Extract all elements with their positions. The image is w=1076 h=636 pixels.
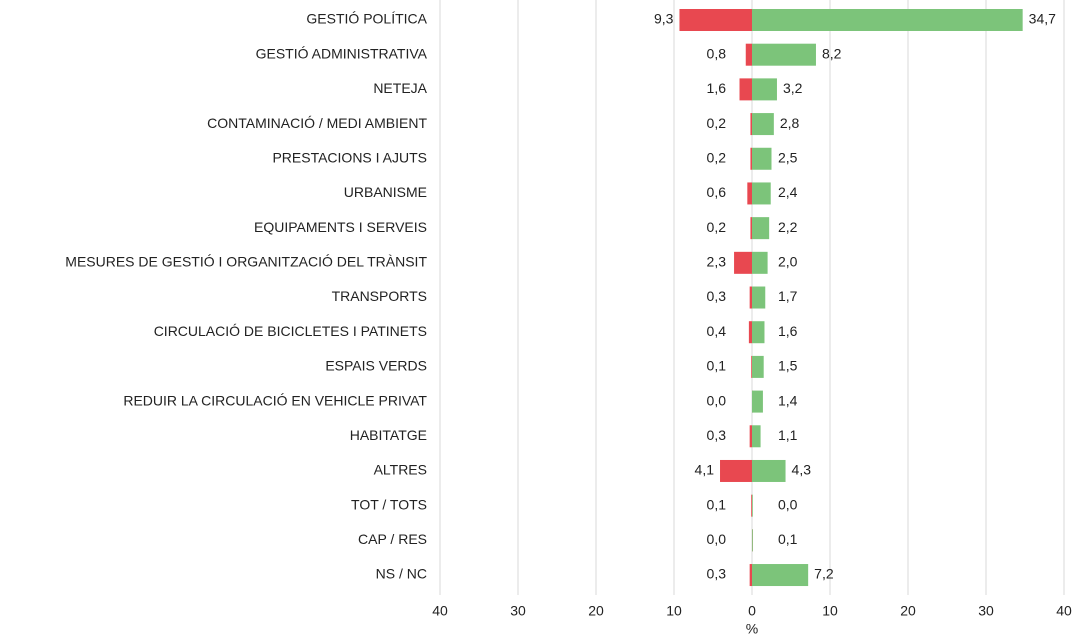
bar [752,459,786,482]
bar [679,9,752,31]
x-tick-label: 10 [822,603,838,619]
value-label: 2,3 [707,254,727,270]
bar [734,251,752,274]
bar [752,43,816,66]
value-label: 0,1 [778,531,798,547]
category-label: CONTAMINACIÓ / MEDI AMBIENT [207,115,427,131]
category-label: MESURES DE GESTIÓ I ORGANITZACIÓ DEL TRÀ… [65,254,427,270]
value-label: 0,1 [707,496,727,512]
value-label: 0,0 [707,531,727,547]
value-label: 2,5 [778,149,798,165]
value-label: 0,0 [778,496,798,512]
value-label: 0,3 [707,566,727,582]
category-label: ALTRES [374,462,427,478]
bar [752,321,765,344]
value-label: 2,2 [778,219,798,235]
bar [749,286,752,309]
x-axis-label: % [746,621,758,636]
bar [752,78,777,101]
category-label: HABITATGE [350,427,427,443]
bar [752,251,768,274]
category-label: NS / NC [376,566,427,582]
bar [739,78,752,101]
category-label: GESTIÓ ADMINISTRATIVA [256,45,428,61]
value-label: 0,2 [707,149,727,165]
bar [752,529,753,552]
value-label: 0,2 [707,219,727,235]
category-label: CIRCULACIÓ DE BICICLETES I PATINETS [154,323,427,339]
bar [751,355,753,378]
category-label: EQUIPAMENTS I SERVEIS [254,219,427,235]
value-label: 4,1 [695,462,715,478]
value-label: 0,2 [707,115,727,131]
x-tick-label: 40 [1056,603,1072,619]
value-label: 7,2 [814,566,834,582]
category-label: CAP / RES [358,531,427,547]
value-label: 2,0 [778,254,798,270]
bar [748,321,752,344]
value-label: 1,4 [778,392,798,408]
bar [752,425,761,448]
value-label: 8,2 [822,45,842,61]
bar [750,113,752,136]
bar [752,494,753,517]
bar [750,147,752,170]
value-label: 1,6 [707,80,727,96]
bar [750,217,752,240]
value-label: 1,1 [778,427,798,443]
x-tick-label: 40 [432,603,448,619]
category-label: NETEJA [373,80,427,96]
bar [749,425,752,448]
bar [752,390,763,413]
bar [752,564,809,587]
bar [752,9,1023,31]
bar [747,182,752,205]
value-label: 0,3 [707,288,727,304]
category-label: TOT / TOTS [351,496,427,512]
bar [720,459,752,482]
value-label: 34,7 [1029,11,1056,27]
value-label: 1,7 [778,288,798,304]
value-label: 0,6 [707,184,727,200]
x-tick-label: 0 [748,603,756,619]
category-label: GESTIÓ POLÍTICA [306,11,427,27]
value-label: 1,6 [778,323,798,339]
bar [752,113,774,136]
x-tick-label: 20 [588,603,604,619]
bar [752,217,770,240]
bar [749,564,752,587]
category-label: ESPAIS VERDS [325,358,427,374]
bar [752,355,764,378]
category-label: REDUIR LA CIRCULACIÓ EN VEHICLE PRIVAT [123,392,427,408]
value-label: 2,4 [778,184,798,200]
value-label: 4,3 [792,462,812,478]
category-label: PRESTACIONS I AJUTS [272,149,427,165]
value-label: 2,8 [780,115,800,131]
value-label: 1,5 [778,358,798,374]
value-label: 0,8 [707,45,727,61]
x-tick-label: 30 [510,603,526,619]
bar [751,494,753,517]
category-label: TRANSPORTS [332,288,427,304]
bar [752,182,771,205]
x-tick-label: 10 [666,603,682,619]
x-tick-label: 30 [978,603,994,619]
bar [745,43,752,66]
value-label: 0,0 [707,392,727,408]
value-label: 9,3 [654,11,674,27]
category-label: URBANISME [344,184,427,200]
value-label: 0,4 [707,323,727,339]
x-tick-label: 20 [900,603,916,619]
value-label: 0,3 [707,427,727,443]
bar [752,286,766,309]
value-label: 0,1 [707,358,727,374]
bar [752,147,772,170]
value-label: 3,2 [783,80,803,96]
